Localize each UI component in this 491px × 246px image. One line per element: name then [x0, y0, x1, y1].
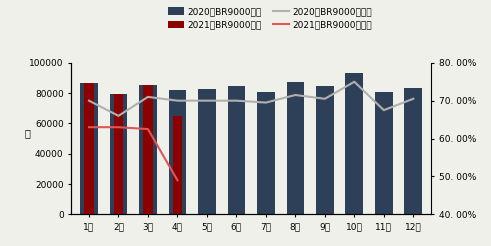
Bar: [316, 86, 334, 214]
Bar: [172, 116, 182, 214]
Y-axis label: 吨: 吨: [25, 129, 31, 138]
Bar: [198, 89, 216, 214]
Bar: [257, 92, 275, 214]
Bar: [405, 88, 422, 214]
Bar: [113, 94, 123, 214]
Bar: [143, 85, 153, 214]
Bar: [346, 73, 363, 214]
Bar: [168, 90, 186, 214]
Bar: [227, 86, 245, 214]
Bar: [109, 94, 127, 214]
Bar: [287, 82, 304, 214]
Bar: [375, 92, 393, 214]
Bar: [80, 83, 98, 214]
Legend: 2020年BR9000产量, 2021年BR9000产量, 2020年BR9000开工率, 2021年BR9000开工率: 2020年BR9000产量, 2021年BR9000产量, 2020年BR900…: [165, 4, 375, 32]
Bar: [139, 85, 157, 214]
Bar: [84, 83, 94, 214]
